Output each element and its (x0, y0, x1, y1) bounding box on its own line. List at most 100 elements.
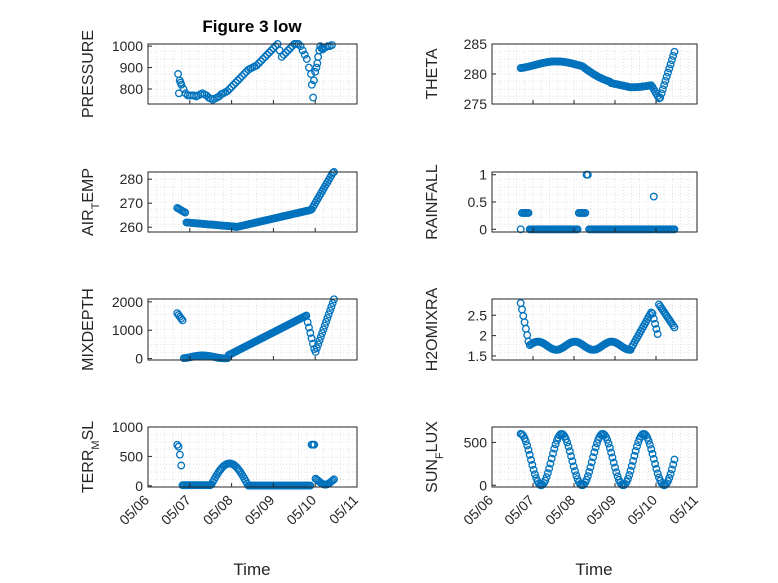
y-label-main: PRESSURE (80, 30, 97, 118)
data-point (611, 463, 619, 472)
data-point (179, 85, 188, 93)
data-point (627, 462, 636, 470)
x-tick-label: 05/09 (241, 492, 277, 528)
data-point (607, 448, 616, 457)
data-point (649, 454, 658, 463)
data-point (527, 455, 535, 464)
data-point (173, 440, 182, 449)
data-point (259, 55, 267, 63)
data-point (236, 74, 244, 83)
data-point (550, 444, 559, 453)
data-point (310, 440, 319, 449)
data-point (670, 225, 679, 234)
subplot-2: 275 280 285 THETA (424, 36, 698, 112)
y-tick-label: 0 (479, 221, 487, 237)
x-tick-label: 05/07 (501, 492, 537, 528)
y-tick-label: 900 (120, 60, 144, 76)
data-point (651, 319, 660, 328)
y-tick-label: 1000 (112, 419, 143, 435)
y-tick-label: 280 (120, 171, 144, 187)
data-point (648, 309, 657, 318)
data-point (309, 93, 318, 102)
data-point (307, 70, 315, 78)
data-point (279, 50, 288, 59)
y-label-tail: LUX (424, 421, 441, 452)
y-label-main: AIR (80, 209, 97, 236)
data-point (326, 306, 335, 315)
data-point (547, 454, 556, 463)
data-point (583, 170, 592, 179)
data-point (311, 347, 320, 356)
subplot-3: 260 270 280 AIRTEMP (80, 168, 358, 236)
data-point (312, 344, 321, 353)
x-axis-label-left: Time (233, 560, 270, 579)
data-point (567, 452, 576, 461)
data-point (563, 438, 572, 447)
data-point (661, 76, 670, 85)
data-point (551, 440, 560, 449)
data-point (608, 453, 617, 462)
data-point (252, 61, 261, 70)
data-point (670, 47, 679, 56)
data-point (312, 63, 321, 72)
data-point (302, 55, 311, 63)
data-point (265, 48, 274, 57)
data-point (327, 302, 336, 311)
data-point (647, 445, 656, 453)
data-point (565, 447, 574, 456)
data-point (660, 81, 669, 90)
y-axis-label: RAINFALL (424, 164, 441, 240)
data-point (623, 474, 632, 483)
y-axis-label: THETA (424, 48, 441, 100)
data-point (254, 59, 263, 68)
data-point (525, 450, 534, 459)
y-tick-label: 0.5 (468, 194, 488, 210)
data-point (223, 87, 232, 96)
data-point (231, 78, 240, 87)
y-label-main: MIXDEPTH (80, 288, 97, 371)
x-tick-label: 05/11 (326, 492, 362, 528)
x-tick-label: 05/08 (200, 492, 236, 528)
data-point (667, 465, 676, 474)
y-tick-label: 1.5 (468, 348, 488, 364)
data-point (529, 465, 538, 474)
y-axis-label: TERRMSL (80, 421, 102, 493)
data-point (300, 50, 309, 59)
data-point (656, 93, 665, 102)
y-label-subscript: M (90, 440, 102, 449)
data-point (582, 475, 591, 484)
data-point (591, 443, 600, 452)
data-point (261, 52, 269, 61)
data-point (523, 441, 532, 450)
y-label-tail: SL (80, 421, 97, 441)
y-label-main: RAINFALL (424, 164, 441, 240)
data-point (328, 299, 337, 307)
data-point (516, 225, 525, 234)
data-point (530, 470, 539, 479)
axes-box (147, 298, 358, 361)
data-point (328, 476, 337, 485)
data-point (657, 89, 666, 98)
data-point (669, 321, 678, 330)
y-label-subscript: F (434, 452, 446, 459)
data-point (528, 461, 537, 469)
data-point (323, 314, 332, 323)
data-point (586, 463, 595, 472)
data-point (542, 473, 551, 482)
data-point (665, 473, 674, 482)
data-point (177, 314, 186, 323)
data-point (644, 436, 653, 445)
y-tick-label: 260 (120, 219, 144, 235)
data-point (284, 46, 292, 55)
y-axis-label: MIXDEPTH (80, 288, 97, 371)
data-point (543, 469, 552, 478)
data-point (524, 446, 533, 454)
data-point (330, 475, 338, 484)
subplot-8: 0 500 05/06 05/07 05/08 05/09 05/10 05/11 SUNFLU… (424, 421, 701, 528)
data-point (652, 464, 661, 473)
axes-box (147, 426, 358, 488)
y-tick-label: 275 (464, 96, 488, 112)
data-point (589, 453, 598, 462)
y-label-main: THETA (424, 48, 441, 100)
data-point (240, 70, 249, 78)
